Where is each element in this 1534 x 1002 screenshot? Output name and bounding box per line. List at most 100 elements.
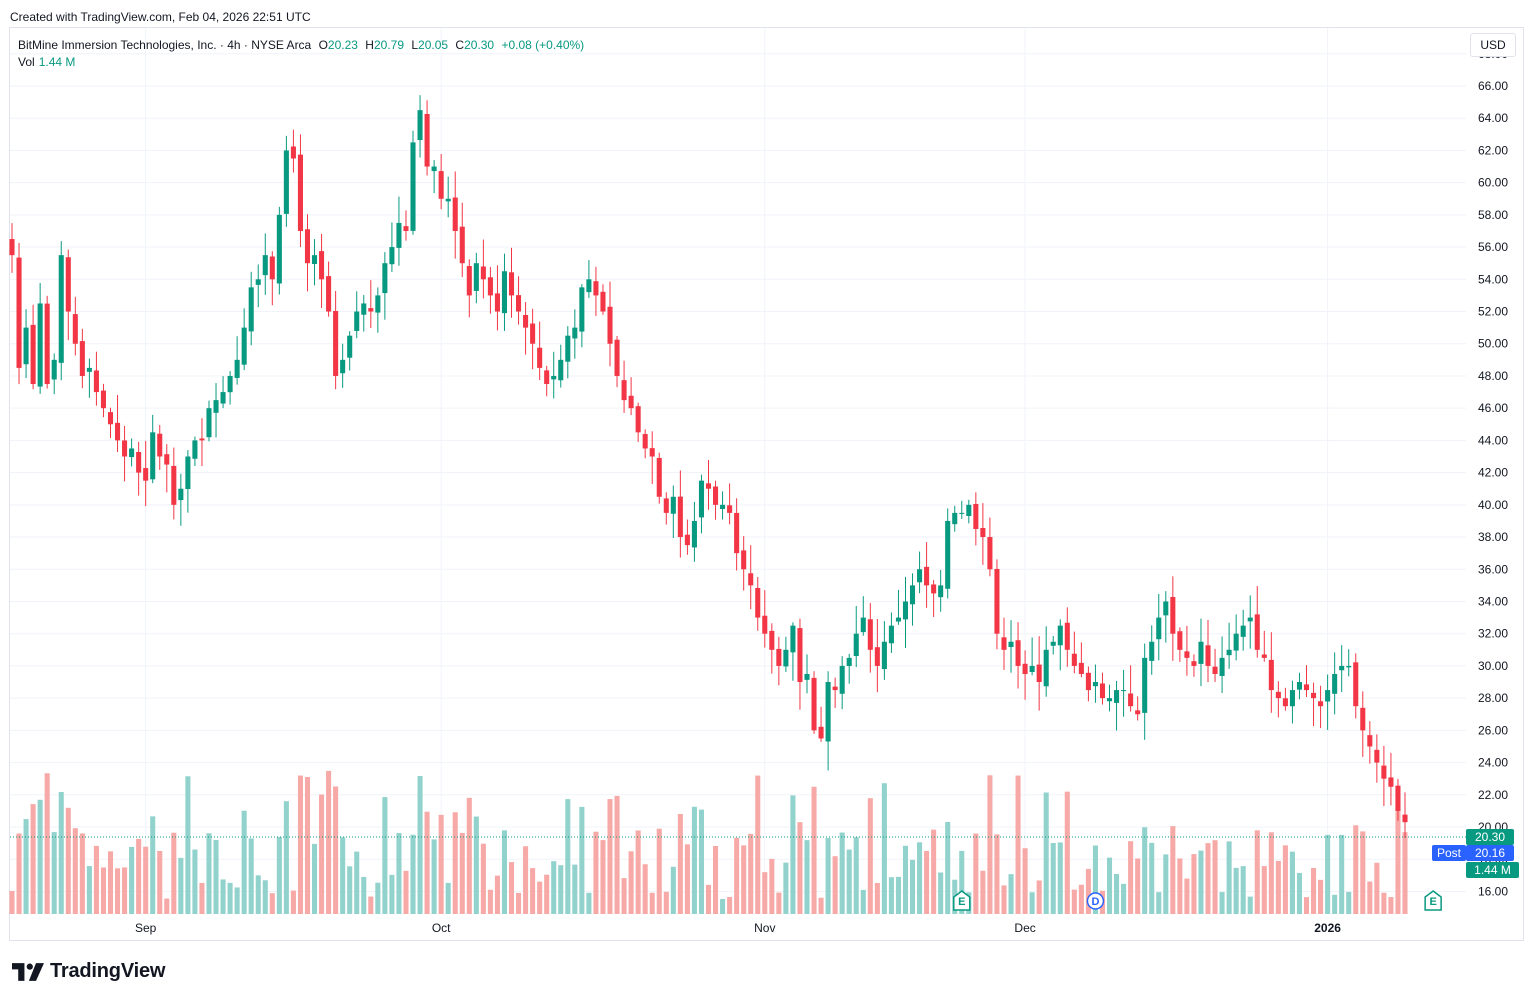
candle-down: [987, 537, 993, 570]
candle-down: [1360, 707, 1366, 731]
volume-bar: [1360, 831, 1366, 914]
volume-bar: [973, 833, 979, 914]
volume-bar: [65, 807, 71, 914]
volume-bar: [804, 840, 810, 914]
volume-bar: [445, 882, 451, 914]
volume-bar: [178, 857, 184, 914]
event-marker-label: D: [1091, 896, 1099, 908]
volume-bar: [164, 898, 170, 914]
candle-up: [1346, 665, 1352, 668]
volume-bar: [1212, 840, 1218, 914]
candle-up: [1050, 641, 1056, 646]
candle-down: [466, 265, 472, 296]
price-axis-tick-label: 44.00: [1478, 433, 1508, 447]
price-axis-tick-label: 60.00: [1478, 176, 1508, 190]
currency-button[interactable]: USD: [1470, 33, 1516, 57]
candle-down: [424, 113, 430, 167]
event-marker-earnings[interactable]: E: [1424, 890, 1442, 911]
volume-bar: [1388, 897, 1394, 914]
volume-bar: [276, 836, 282, 914]
volume-bar: [206, 833, 212, 914]
candle-up: [129, 448, 135, 458]
candle-up: [241, 327, 247, 365]
volume-bar: [1191, 854, 1197, 914]
volume-bar: [1071, 889, 1077, 914]
candle-up: [909, 585, 916, 605]
volume-bar: [1036, 880, 1042, 914]
candle-up: [220, 392, 226, 404]
earnings-marker-shape: [1424, 890, 1442, 911]
tradingview-logo[interactable]: TradingView: [12, 960, 165, 983]
event-marker-earnings[interactable]: E: [953, 890, 971, 911]
volume-bar: [881, 783, 887, 914]
volume-bar: [340, 837, 346, 914]
candle-down: [537, 347, 543, 368]
volume-bar: [1170, 826, 1176, 914]
candle-down: [452, 197, 458, 231]
candle-up: [902, 601, 909, 620]
candle-up: [586, 279, 592, 293]
legend-low-value: 20.05: [418, 38, 449, 52]
candle-down: [677, 496, 683, 538]
candle-down: [1388, 777, 1394, 787]
chart-frame[interactable]: [9, 27, 1524, 941]
candle-down: [1184, 651, 1190, 658]
volume-bar: [1156, 892, 1162, 914]
candle-down: [1177, 631, 1183, 650]
price-axis-tick-label: 40.00: [1478, 498, 1508, 512]
volume-bar: [1325, 834, 1331, 914]
candle-up: [396, 222, 402, 248]
tradingview-brand-text: TradingView: [50, 960, 166, 982]
candle-up: [37, 303, 43, 387]
volume-bar: [586, 892, 592, 914]
volume-bar: [16, 833, 22, 914]
volume-bar: [248, 838, 254, 914]
volume-bar: [1057, 842, 1063, 914]
volume-bar: [1135, 858, 1141, 914]
candle-up: [938, 585, 944, 598]
candle-down: [994, 568, 1000, 634]
legend-volume-row: Vol 1.44 M: [18, 54, 584, 71]
volume-bar: [389, 874, 395, 914]
volume-bar: [797, 822, 803, 914]
volume-bar: [382, 797, 388, 914]
volume-bar: [530, 868, 536, 914]
candle-up: [206, 408, 212, 438]
volume-bar: [1311, 868, 1317, 914]
volume-bar: [1332, 894, 1338, 914]
candle-up: [1057, 625, 1063, 646]
candle-down: [973, 503, 979, 529]
candle-down: [741, 550, 747, 570]
event-marker-label: E: [1429, 896, 1436, 908]
volume-bar: [924, 850, 930, 914]
volume-bar: [487, 889, 493, 914]
candle-up: [853, 633, 859, 656]
volume-bar: [1114, 874, 1120, 914]
volume-bar: [748, 833, 754, 914]
volume-bar: [501, 830, 508, 914]
candle-up: [846, 657, 852, 666]
volume-bar: [1303, 897, 1310, 914]
legend-volume-value: 1.44 M: [38, 55, 76, 69]
candle-up: [1114, 690, 1120, 703]
volume-bar: [811, 786, 817, 914]
volume-bar: [1289, 851, 1295, 914]
volume-bar: [494, 875, 500, 914]
volume-bar: [459, 832, 465, 914]
candle-down: [333, 310, 339, 376]
candle-up: [1332, 673, 1338, 694]
volume-bar: [1092, 845, 1098, 914]
volume-bar: [593, 831, 599, 914]
candle-down: [621, 380, 627, 401]
volume-bar: [51, 832, 57, 914]
candle-down: [122, 440, 128, 457]
candle-up: [895, 617, 901, 622]
volume-bar: [1219, 892, 1225, 914]
candle-down: [776, 648, 782, 666]
volume-bar: [58, 791, 64, 914]
volume-bar: [508, 862, 515, 914]
event-marker-dividend[interactable]: D: [1086, 892, 1105, 910]
volume-bar: [347, 866, 353, 914]
candle-down: [494, 293, 500, 312]
